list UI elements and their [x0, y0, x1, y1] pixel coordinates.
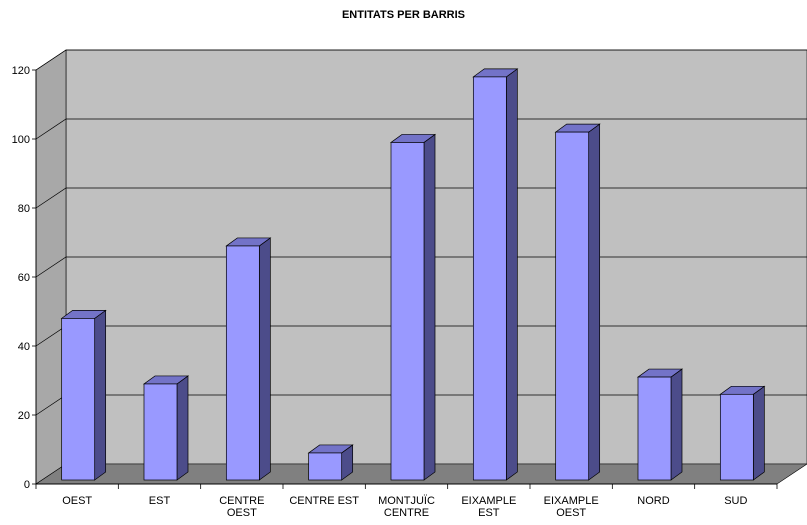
x-tick-label: EIXAMPLE EST: [461, 495, 516, 519]
bar: [391, 134, 435, 480]
bar-front: [226, 246, 259, 480]
x-tick-label: CENTRE OEST: [219, 495, 264, 519]
bar: [309, 445, 353, 480]
bar: [62, 310, 106, 480]
y-tick-label: 100: [12, 134, 30, 146]
bar: [720, 386, 764, 480]
x-tick-label: OEST: [62, 495, 92, 507]
x-tick-label: NORD: [637, 495, 669, 507]
x-tick-labels: OEST EST CENTRE OEST CENTRE EST MONTJUÏC CENTR…: [62, 495, 747, 519]
y-tick-label: 20: [18, 410, 30, 422]
bar-side: [259, 238, 270, 480]
bar-front: [638, 377, 671, 480]
bar-front: [473, 77, 506, 480]
x-tick-label: CENTRE EST: [289, 495, 359, 507]
x-tick-label: EIXAMPLE OEST: [544, 495, 599, 519]
bar-side: [177, 376, 188, 480]
bar: [144, 376, 188, 480]
y-tick-label: 80: [18, 203, 30, 215]
x-tick-label: SUD: [724, 495, 747, 507]
bar-side: [424, 134, 435, 480]
x-tick-label: MONTJUÏC CENTRE: [378, 495, 435, 519]
bar-side: [589, 124, 600, 480]
y-tick-label: 60: [18, 272, 30, 284]
bar-front: [62, 318, 95, 480]
y-tick-label: 40: [18, 341, 30, 353]
bar: [556, 124, 600, 480]
y-tick-label: 0: [24, 479, 30, 491]
bar-front: [391, 142, 424, 480]
y-tick-label: 120: [12, 65, 30, 77]
bar-front: [720, 394, 753, 480]
bar-side: [506, 69, 517, 480]
bar-side: [753, 386, 764, 480]
bar: [473, 69, 517, 480]
bar-side: [95, 310, 106, 480]
bar-side: [671, 369, 682, 480]
bar: [226, 238, 270, 480]
bar: [638, 369, 682, 480]
y-tick-labels: 0 20 40 60 80 100 120: [12, 65, 30, 491]
bar-front: [144, 384, 177, 480]
bar-front: [556, 132, 589, 480]
x-tick-label: EST: [149, 495, 171, 507]
bar-front: [309, 453, 342, 480]
